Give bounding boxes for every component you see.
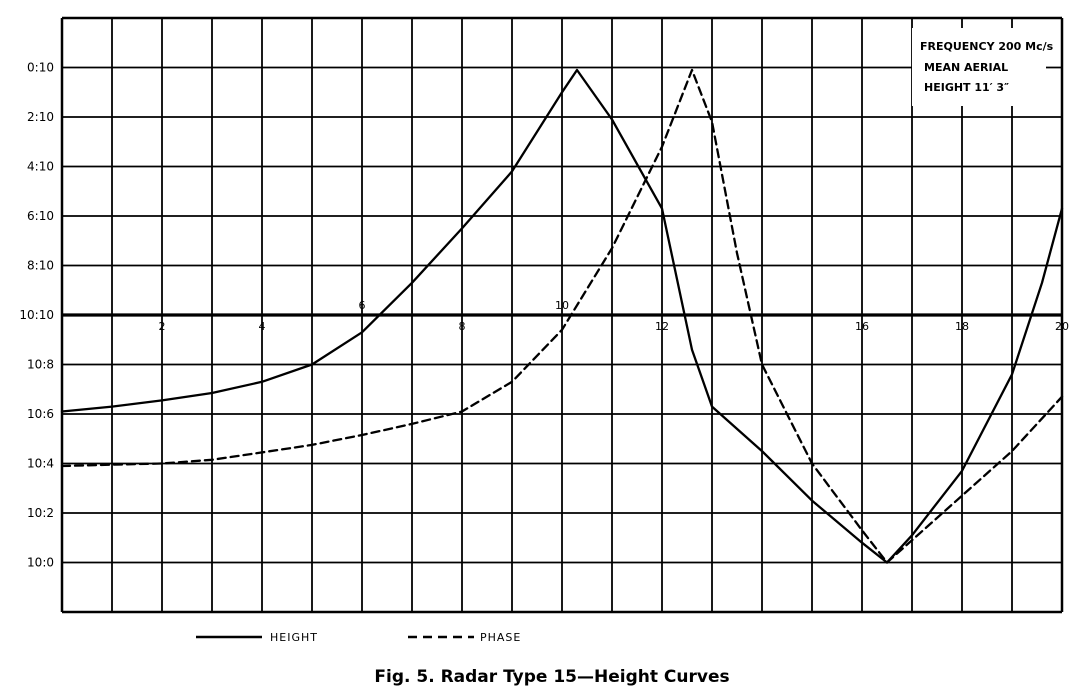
y-tick-label: 10:10	[19, 308, 54, 322]
x-tick-labels: 2 4 6 8 10 12 16 18 20	[159, 299, 1070, 333]
annotation-box	[912, 28, 1046, 106]
y-tick-label: 10:8	[27, 358, 54, 372]
series-line-height	[60, 68, 1064, 564]
series-layer	[60, 68, 1064, 564]
x-tick-label: 20	[1055, 320, 1069, 333]
y-tick-label: 8:10	[27, 259, 54, 273]
x-tick-label: 6	[359, 299, 366, 312]
legend-phase-label: PHASE	[480, 631, 521, 644]
y-tick-label: 6:10	[27, 209, 54, 223]
x-tick-label: 18	[955, 320, 969, 333]
annotation-mean-aerial: MEAN AERIAL	[924, 61, 1008, 74]
annotation-frequency: FREQUENCY 200 Mc/s	[920, 40, 1054, 53]
y-tick-label: 10:4	[27, 457, 54, 471]
y-tick-label: 10:6	[27, 407, 54, 421]
y-tick-label: 2:10	[27, 110, 54, 124]
y-tick-labels: 0:10 2:10 4:10 6:10 8:10 10:10 10:8 10:6 10:4 10:…	[19, 61, 54, 570]
series-line-phase	[60, 68, 1064, 564]
chart-caption: Fig. 5. Radar Type 15—Height Curves	[374, 667, 729, 687]
y-tick-label: 0:10	[27, 61, 54, 75]
y-tick-label: 4:10	[27, 160, 54, 174]
y-tick-label: 10:0	[27, 556, 54, 570]
x-tick-label: 8	[459, 320, 466, 333]
legend-height-label: HEIGHT	[270, 631, 318, 644]
x-tick-label: 16	[855, 320, 869, 333]
x-tick-label: 10	[555, 299, 569, 312]
grid-lines	[60, 16, 1064, 614]
y-tick-label: 10:2	[27, 506, 54, 520]
annotation-height: HEIGHT 11′ 3″	[924, 81, 1009, 94]
x-tick-label: 12	[655, 320, 669, 333]
x-tick-label: 4	[259, 320, 266, 333]
x-tick-label: 2	[159, 320, 166, 333]
